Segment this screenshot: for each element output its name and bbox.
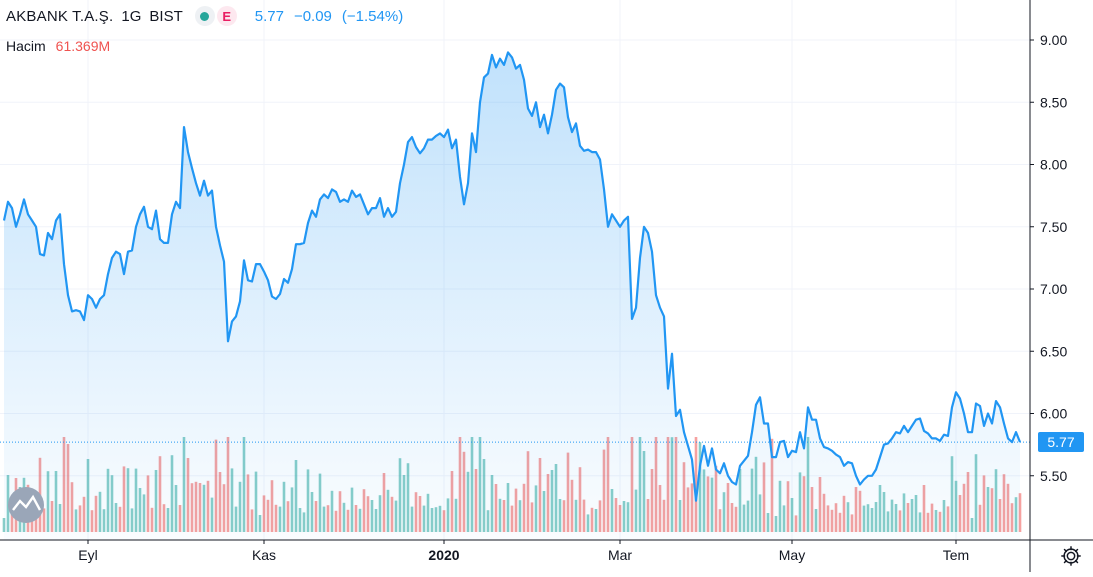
y-tick-label: 6.50	[1040, 343, 1067, 359]
volume-label: Hacim	[6, 38, 46, 54]
x-tick-label: 2020	[428, 547, 459, 563]
y-tick-label: 5.50	[1040, 468, 1067, 484]
volume-value: 61.369M	[55, 38, 111, 54]
gear-icon[interactable]	[1060, 545, 1082, 567]
y-tick-label: 7.00	[1040, 281, 1067, 297]
price-area	[4, 52, 1020, 541]
price-line[interactable]	[2, 51, 1022, 502]
symbol-name[interactable]: AKBANK T.A.Ş.	[6, 7, 114, 25]
y-tick-label: 9.00	[1040, 32, 1067, 48]
last-price-tag: 5.77	[1038, 432, 1084, 453]
green-dot-icon[interactable]	[194, 6, 215, 26]
y-tick-label: 6.00	[1040, 406, 1067, 422]
x-tick-label: May	[779, 547, 805, 563]
x-tick-label: Kas	[252, 547, 276, 563]
x-tick-label: Tem	[943, 547, 969, 563]
price-change: −0.09	[293, 7, 332, 25]
status-badges: E	[194, 6, 237, 26]
y-tick-label: 8.50	[1040, 94, 1067, 110]
last-price: 5.77	[254, 7, 284, 25]
e-badge[interactable]: E	[216, 6, 237, 26]
volume-legend: Hacim 61.369M	[6, 38, 110, 54]
price-change-pct: (−1.54%)	[341, 7, 404, 25]
volume-bar	[694, 437, 698, 532]
y-tick-label: 8.00	[1040, 157, 1067, 173]
interval-label[interactable]: 1G	[121, 7, 142, 25]
exchange-label[interactable]: BIST	[149, 7, 183, 25]
tradingview-logo[interactable]	[8, 487, 44, 523]
symbol-legend: AKBANK T.A.Ş. 1G BIST E 5.77 −0.09 (−1.5…	[6, 6, 403, 26]
x-tick-label: Mar	[608, 547, 632, 563]
x-tick-label: Eyl	[78, 547, 97, 563]
y-tick-label: 7.50	[1040, 219, 1067, 235]
